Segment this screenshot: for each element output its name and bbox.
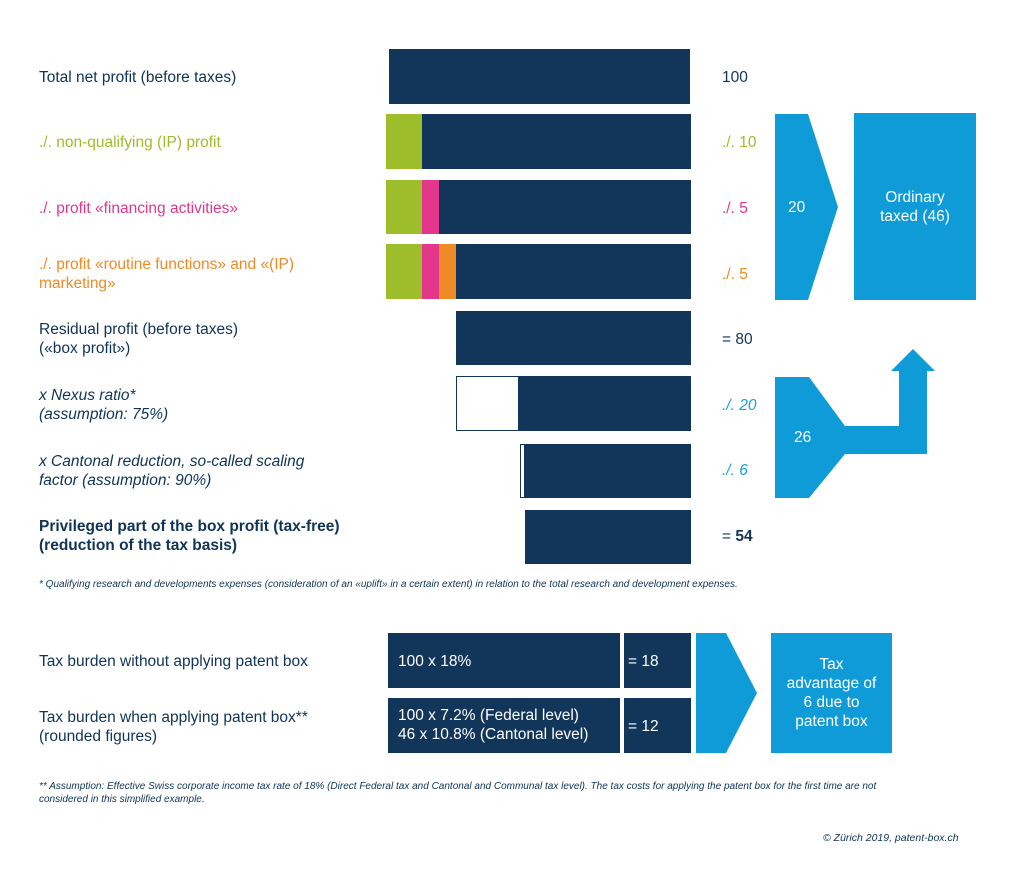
- row-label-residual-profit: Residual profit (before taxes) («box pro…: [39, 320, 238, 358]
- tax-row2-result: = 12: [624, 698, 691, 753]
- tax-row2-label: Tax burden when applying patent box** (r…: [39, 708, 308, 746]
- arrow-tax-chevron: [696, 633, 758, 754]
- segment-non-qualifying: [386, 244, 422, 299]
- arrow-upper-chevron: [775, 114, 839, 300]
- value-cantonal-reduction: ./. 6: [722, 461, 748, 480]
- segment-financing: [422, 244, 439, 299]
- tax-advantage-text: Tax advantage of 6 due to patent box: [787, 655, 877, 731]
- bar-residual-profit: [456, 311, 691, 365]
- tax-row2-calc: 100 x 7.2% (Federal level) 46 x 10.8% (C…: [388, 698, 620, 753]
- footnote-nexus: * Qualifying research and developments e…: [39, 578, 738, 591]
- tax-advantage-box: Tax advantage of 6 due to patent box: [771, 633, 892, 753]
- row-label-total-net-profit: Total net profit (before taxes): [39, 68, 236, 87]
- copyright: © Zürich 2019, patent-box.ch: [823, 832, 959, 844]
- arrow-lower-bent: [775, 346, 940, 500]
- row-label-non-qualifying-profit: ./. non-qualifying (IP) profit: [39, 133, 221, 152]
- segment-cantonal-excluded: [520, 444, 525, 498]
- row-label-financing-activities: ./. profit «financing activities»: [39, 199, 238, 218]
- bar-total-net-profit: [389, 49, 690, 104]
- bar-privileged-part: [525, 510, 691, 564]
- tax-row2-result-text: = 12: [628, 717, 659, 736]
- row-label-routine-functions: ./. profit «routine functions» and «(IP)…: [39, 255, 294, 293]
- bar-cantonal-reduction: [520, 444, 691, 498]
- value-residual-profit: = 80: [722, 330, 753, 349]
- ordinary-taxed-text: Ordinary taxed (46): [880, 188, 950, 226]
- value-routine-functions: ./. 5: [722, 265, 748, 284]
- value-non-qualifying: ./. 10: [722, 133, 756, 152]
- arrow-lower-value: 26: [794, 429, 811, 447]
- bar-financing: [386, 180, 691, 234]
- footnote-assumption: ** Assumption: Effective Swiss corporate…: [39, 780, 876, 806]
- segment-nexus-excluded: [456, 376, 519, 431]
- value-nexus-ratio: ./. 20: [722, 396, 756, 415]
- bar-routine-functions: [386, 244, 691, 299]
- tax-row1-calc-text: 100 x 18%: [398, 652, 471, 671]
- row-label-nexus-ratio: x Nexus ratio* (assumption: 75%): [39, 386, 168, 424]
- tax-row2-calc-text: 100 x 7.2% (Federal level) 46 x 10.8% (C…: [398, 706, 588, 744]
- row-label-privileged-part: Privileged part of the box profit (tax-f…: [39, 517, 340, 555]
- segment-financing: [422, 180, 439, 234]
- tax-row1-label: Tax burden without applying patent box: [39, 652, 308, 671]
- tax-row1-calc: 100 x 18%: [388, 633, 620, 688]
- value-privileged-part: = 54: [722, 527, 753, 546]
- value-financing: ./. 5: [722, 199, 748, 218]
- segment-non-qualifying: [386, 114, 422, 169]
- value-total-net-profit: 100: [722, 68, 748, 87]
- bar-non-qualifying: [386, 114, 691, 169]
- ordinary-taxed-box: Ordinary taxed (46): [854, 113, 976, 300]
- tax-row1-result: = 18: [624, 633, 691, 688]
- segment-non-qualifying: [386, 180, 422, 234]
- value-privileged-prefix: =: [722, 528, 735, 545]
- arrow-upper-value: 20: [788, 199, 805, 217]
- segment-routine: [439, 244, 456, 299]
- tax-row1-result-text: = 18: [628, 652, 659, 671]
- bar-nexus-ratio: [456, 376, 691, 431]
- value-privileged-number: 54: [735, 528, 752, 545]
- row-label-cantonal-reduction: x Cantonal reduction, so-called scaling …: [39, 452, 304, 490]
